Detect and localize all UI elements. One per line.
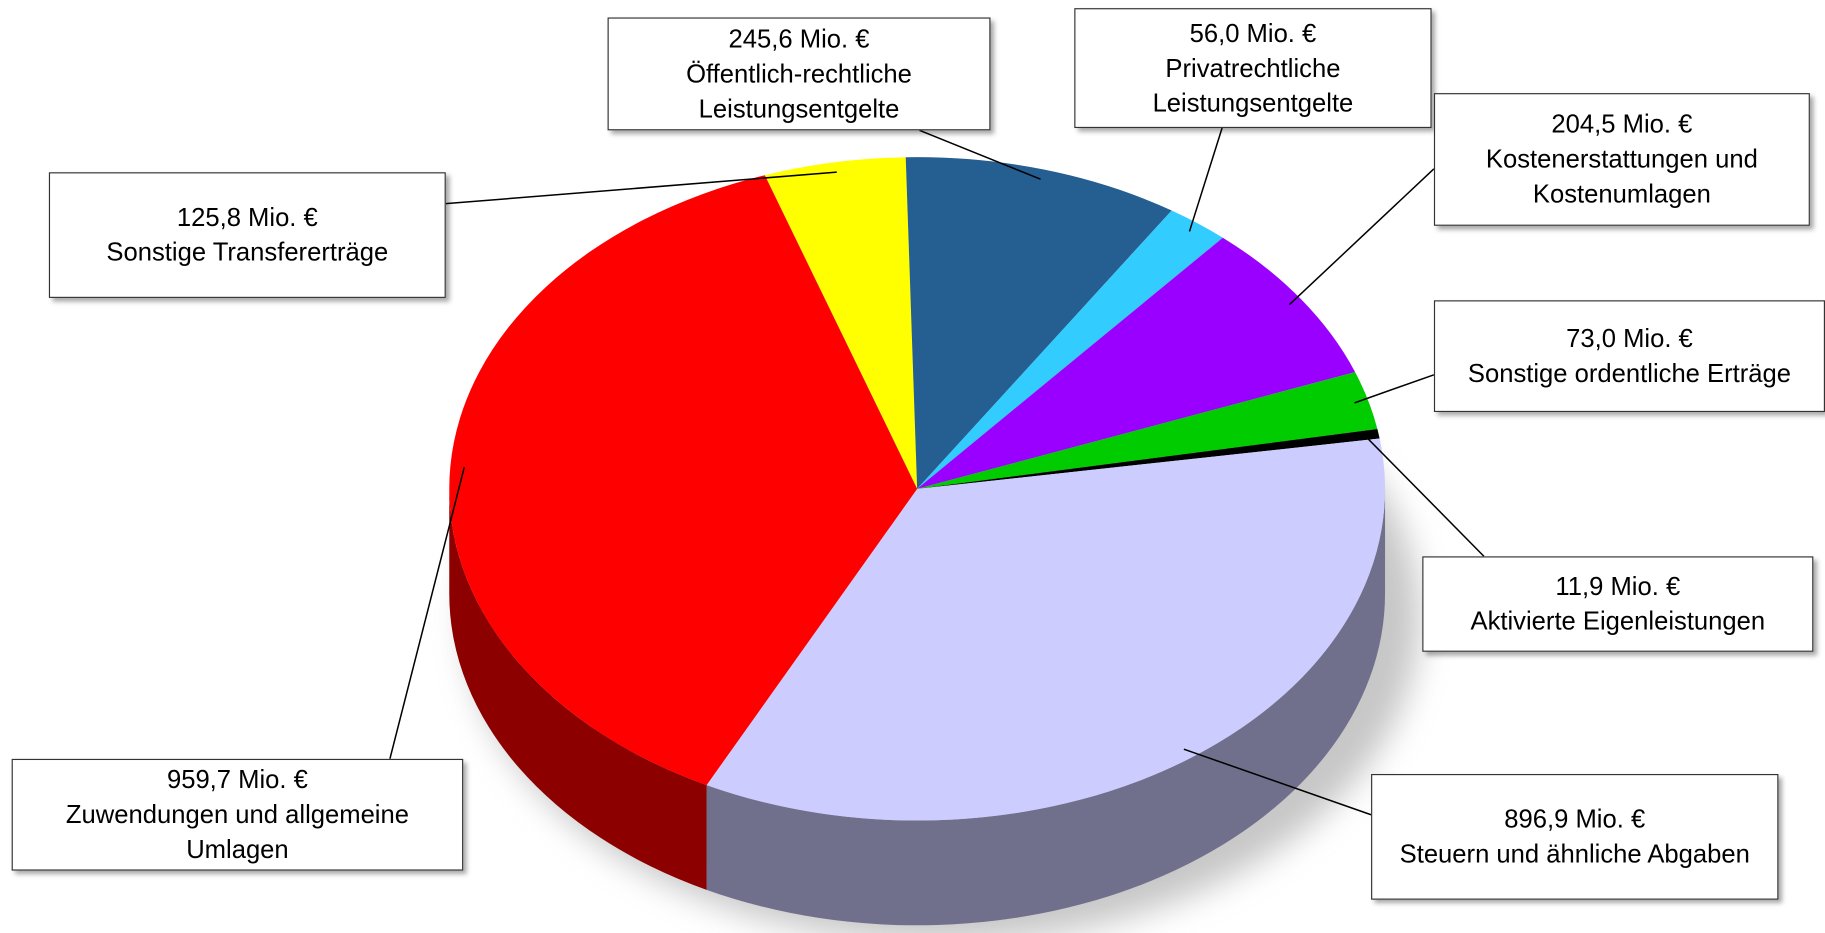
value-label: 896,9 Mio. € [1504,804,1646,834]
value-label: 11,9 Mio. € [1555,571,1681,601]
category-label: Zuwendungen und allgemeine Umlagen [65,799,409,864]
category-label: Aktivierte Eigenleistungen [1470,606,1766,636]
category-label: Sonstige Transfererträge [106,237,389,267]
slice [764,157,918,489]
leader-line [919,129,1041,180]
value-label: 245,6 Mio. € [728,23,870,53]
value-label: 56,0 Mio. € [1189,18,1317,48]
value-label: 204,5 Mio. € [1551,109,1693,139]
leader-line [389,466,466,760]
category-label: Privatrechtliche Leistungsentgelte [1152,52,1354,117]
leader-line [1183,748,1372,816]
data-label: 125,8 Mio. € Sonstige Transfererträge [48,172,446,298]
slice-side [706,488,1386,926]
slice [706,438,1386,821]
slice [917,237,1356,489]
slice [917,372,1378,489]
value-label: 125,8 Mio. € [176,202,318,232]
slice [449,175,918,786]
slice [917,210,1223,489]
leader-line [1364,434,1485,557]
data-label: 245,6 Mio. € Öffentlich-rechtliche Leistu… [607,17,991,131]
slice [917,429,1380,489]
value-label: 959,7 Mio. € [166,764,308,794]
category-label: Sonstige ordentliche Erträge [1467,358,1792,388]
category-label: Öffentlich-rechtliche Leistungsentgelte [686,58,912,123]
leader-line [1354,374,1435,404]
leader-line [445,171,837,205]
data-label: 11,9 Mio. € Aktivierte Eigenleistungen [1422,556,1814,652]
data-label: 959,7 Mio. € Zuwendungen und allgemeine U… [11,758,464,871]
leader-line [1188,127,1223,232]
value-label: 73,0 Mio. € [1566,323,1693,353]
slice-side [449,488,707,890]
leader-line [1288,168,1435,306]
data-label: 73,0 Mio. € Sonstige ordentliche Erträge [1433,300,1825,413]
category-label: Kostenerstattungen und Kostenumlagen [1485,144,1758,209]
slice [905,157,1172,489]
data-label: 204,5 Mio. € Kostenerstattungen und Koste… [1433,93,1810,226]
data-label: 56,0 Mio. € Privatrechtliche Leistungsent… [1074,8,1432,129]
data-label: 896,9 Mio. € Steuern und ähnliche Abgaben [1371,773,1779,900]
category-label: Steuern und ähnliche Abgaben [1399,839,1750,869]
